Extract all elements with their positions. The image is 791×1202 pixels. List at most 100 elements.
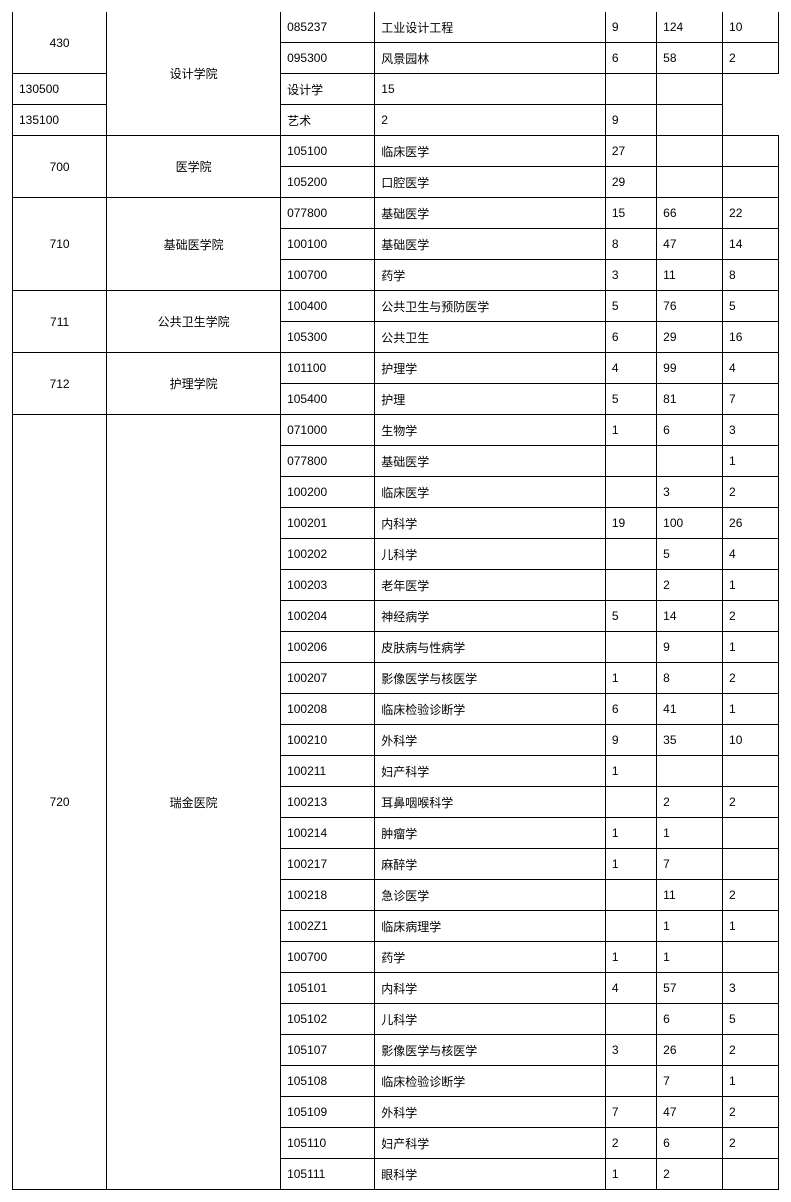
dept-name: 设计学院 <box>107 12 281 136</box>
majors-table: 430设计学院085237工业设计工程912410095300风景园林65821… <box>12 12 779 1190</box>
value-cell-3: 26 <box>723 508 779 539</box>
value-cell-1: 5 <box>605 601 656 632</box>
value-cell-2: 7 <box>657 1066 723 1097</box>
dept-name: 医学院 <box>107 136 281 198</box>
value-cell-1: 1 <box>605 1159 656 1190</box>
major-name: 外科学 <box>375 1097 606 1128</box>
value-cell-3: 1 <box>723 632 779 663</box>
value-cell-2: 6 <box>657 415 723 446</box>
value-cell-1 <box>605 477 656 508</box>
value-cell-3: 14 <box>723 229 779 260</box>
major-name: 妇产科学 <box>375 756 606 787</box>
value-cell-1: 1 <box>605 942 656 973</box>
major-name: 妇产科学 <box>375 1128 606 1159</box>
major-code: 085237 <box>281 12 375 43</box>
value-cell-2: 1 <box>657 911 723 942</box>
major-code: 105108 <box>281 1066 375 1097</box>
value-cell-1: 1 <box>605 849 656 880</box>
major-code: 100207 <box>281 663 375 694</box>
value-cell-2 <box>657 136 723 167</box>
major-name: 临床病理学 <box>375 911 606 942</box>
major-name: 麻醉学 <box>375 849 606 880</box>
value-cell-1: 4 <box>605 973 656 1004</box>
major-code: 100214 <box>281 818 375 849</box>
dept-code: 710 <box>13 198 107 291</box>
value-cell-3 <box>723 167 779 198</box>
major-code: 100700 <box>281 942 375 973</box>
value-cell-2: 47 <box>657 1097 723 1128</box>
value-cell-2: 9 <box>657 632 723 663</box>
dept-code: 712 <box>13 353 107 415</box>
value-cell-3: 5 <box>723 291 779 322</box>
major-code: 101100 <box>281 353 375 384</box>
major-code: 100201 <box>281 508 375 539</box>
major-code: 100213 <box>281 787 375 818</box>
table-row: 720瑞金医院071000生物学163 <box>13 415 779 446</box>
value-cell-2: 14 <box>657 601 723 632</box>
major-name: 内科学 <box>375 973 606 1004</box>
value-cell-3: 10 <box>723 12 779 43</box>
value-cell-2: 8 <box>657 663 723 694</box>
value-cell-2 <box>657 167 723 198</box>
major-code: 077800 <box>281 446 375 477</box>
major-code: 100700 <box>281 260 375 291</box>
value-cell-2: 124 <box>657 12 723 43</box>
value-cell-1: 19 <box>605 508 656 539</box>
value-cell-2: 6 <box>657 1004 723 1035</box>
major-name: 神经病学 <box>375 601 606 632</box>
value-cell-2: 2 <box>657 570 723 601</box>
dept-name: 护理学院 <box>107 353 281 415</box>
value-cell-3 <box>657 74 723 105</box>
dept-name: 公共卫生学院 <box>107 291 281 353</box>
value-cell-2: 58 <box>657 43 723 74</box>
value-cell-2: 11 <box>657 880 723 911</box>
value-cell-3: 1 <box>723 1066 779 1097</box>
value-cell-1: 15 <box>375 74 606 105</box>
dept-code: 720 <box>13 415 107 1190</box>
value-cell-2: 1 <box>657 818 723 849</box>
major-name: 儿科学 <box>375 1004 606 1035</box>
value-cell-2: 29 <box>657 322 723 353</box>
value-cell-1: 27 <box>605 136 656 167</box>
value-cell-3: 4 <box>723 539 779 570</box>
value-cell-1: 1 <box>605 415 656 446</box>
major-code: 135100 <box>13 105 107 136</box>
major-name: 内科学 <box>375 508 606 539</box>
value-cell-1 <box>605 570 656 601</box>
value-cell-3: 4 <box>723 353 779 384</box>
value-cell-2: 35 <box>657 725 723 756</box>
value-cell-3 <box>723 849 779 880</box>
table-row: 700医学院105100临床医学27 <box>13 136 779 167</box>
value-cell-1 <box>605 787 656 818</box>
value-cell-3: 22 <box>723 198 779 229</box>
major-name: 护理学 <box>375 353 606 384</box>
value-cell-2: 1 <box>657 942 723 973</box>
value-cell-3 <box>657 105 723 136</box>
value-cell-3 <box>723 818 779 849</box>
major-name: 临床检验诊断学 <box>375 1066 606 1097</box>
major-name: 影像医学与核医学 <box>375 663 606 694</box>
major-code: 105101 <box>281 973 375 1004</box>
major-name: 临床医学 <box>375 136 606 167</box>
value-cell-3: 2 <box>723 1035 779 1066</box>
major-name: 影像医学与核医学 <box>375 1035 606 1066</box>
major-code: 105111 <box>281 1159 375 1190</box>
major-code: 105109 <box>281 1097 375 1128</box>
major-name: 风景园林 <box>375 43 606 74</box>
value-cell-2 <box>605 74 656 105</box>
major-name: 外科学 <box>375 725 606 756</box>
value-cell-3: 2 <box>723 787 779 818</box>
value-cell-3: 10 <box>723 725 779 756</box>
value-cell-1: 3 <box>605 1035 656 1066</box>
major-code: 105110 <box>281 1128 375 1159</box>
value-cell-3: 2 <box>723 663 779 694</box>
major-name: 药学 <box>375 942 606 973</box>
major-name: 基础医学 <box>375 229 606 260</box>
major-code: 095300 <box>281 43 375 74</box>
major-name: 口腔医学 <box>375 167 606 198</box>
major-name: 皮肤病与性病学 <box>375 632 606 663</box>
value-cell-3: 8 <box>723 260 779 291</box>
value-cell-2: 7 <box>657 849 723 880</box>
value-cell-3: 1 <box>723 446 779 477</box>
value-cell-3: 3 <box>723 973 779 1004</box>
